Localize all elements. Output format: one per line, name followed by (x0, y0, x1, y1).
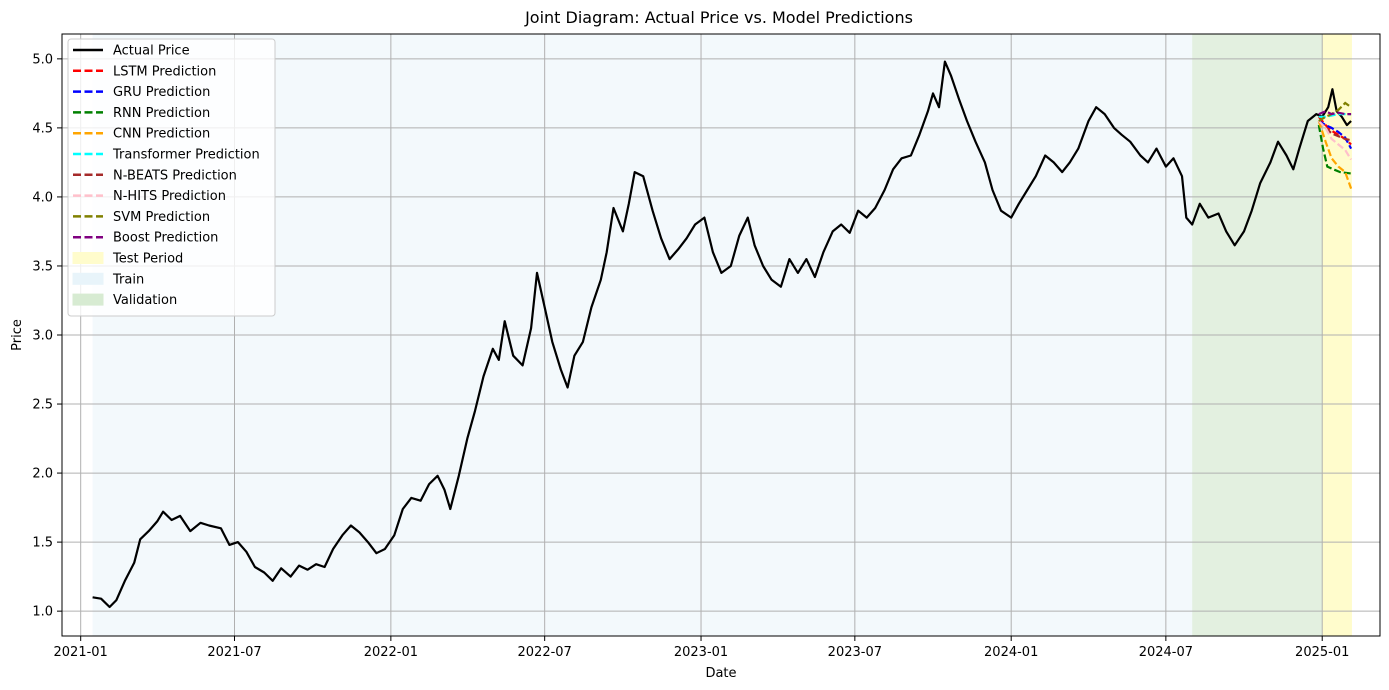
legend-label-gru-prediction: GRU Prediction (113, 85, 210, 100)
y-tick-label: 1.0 (32, 605, 53, 620)
x-tick-label: 2021-07 (207, 645, 261, 660)
y-axis-label: Price (10, 319, 25, 351)
gridlines (62, 34, 1380, 636)
legend: Actual Price LSTM Prediction GRU Predictio… (67, 38, 276, 317)
series-line-transformer-prediction (1318, 113, 1352, 118)
legend-label-n-hits-prediction: N-HITS Prediction (113, 189, 226, 204)
y-tick-label: 3.0 (32, 329, 53, 344)
legend-label-n-beats-prediction: N-BEATS Prediction (113, 168, 237, 183)
y-tick-label: 3.5 (32, 259, 53, 274)
series-line-n-beats-prediction (1318, 120, 1352, 142)
legend-label-validation: Validation (113, 293, 177, 308)
legend-label-actual-price: Actual Price (113, 44, 190, 59)
legend-label-svm-prediction: SVM Prediction (113, 210, 210, 225)
y-axis: 1.0 1.5 2.0 2.5 3.0 3.5 4.0 4.5 5.0 (32, 52, 62, 620)
y-tick-label: 5.0 (32, 52, 53, 67)
x-tick-label: 2024-01 (984, 645, 1038, 660)
chart-title: Joint Diagram: Actual Price vs. Model Pr… (524, 8, 913, 27)
legend-label-train: Train (112, 272, 144, 287)
legend-label-lstm-prediction: LSTM Prediction (113, 64, 216, 79)
series-line-actual-price (92, 60, 1352, 609)
x-tick-label: 2023-01 (674, 645, 728, 660)
x-tick-label: 2025-01 (1295, 645, 1349, 660)
series-line-cnn-prediction (1317, 120, 1353, 189)
series-lines (92, 60, 1353, 609)
x-axis-label: Date (705, 666, 736, 681)
x-tick-label: 2024-07 (1139, 645, 1193, 660)
legend-swatch-validation (72, 293, 104, 306)
y-tick-label: 2.0 (32, 467, 53, 482)
legend-label-rnn-prediction: RNN Prediction (113, 106, 210, 121)
x-tick-label: 2021-01 (54, 645, 108, 660)
series-line-n-hits-prediction (1318, 120, 1353, 161)
series-line-svm-prediction (1318, 101, 1352, 122)
legend-swatch-train (72, 272, 104, 285)
legend-box (67, 38, 276, 317)
x-axis: 2021-01 2021-07 2022-01 2022-07 2023-01 2023-… (54, 636, 1349, 660)
y-tick-label: 4.5 (32, 121, 53, 136)
legend-label-boost-prediction: Boost Prediction (113, 231, 218, 246)
legend-label-test-period: Test Period (112, 252, 183, 267)
series-line-boost-prediction (1318, 110, 1352, 116)
y-tick-label: 1.5 (32, 536, 53, 551)
y-tick-label: 2.5 (32, 398, 53, 413)
series-line-rnn-prediction (1317, 124, 1352, 175)
legend-label-transformer-prediction: Transformer Prediction (112, 148, 260, 163)
x-tick-label: 2022-01 (364, 645, 418, 660)
y-tick-label: 4.0 (32, 190, 53, 205)
legend-swatch-test-period (72, 252, 104, 264)
legend-label-cnn-prediction: CNN Prediction (113, 127, 210, 142)
x-tick-label: 2023-07 (828, 645, 882, 660)
x-tick-label: 2022-07 (518, 645, 572, 660)
